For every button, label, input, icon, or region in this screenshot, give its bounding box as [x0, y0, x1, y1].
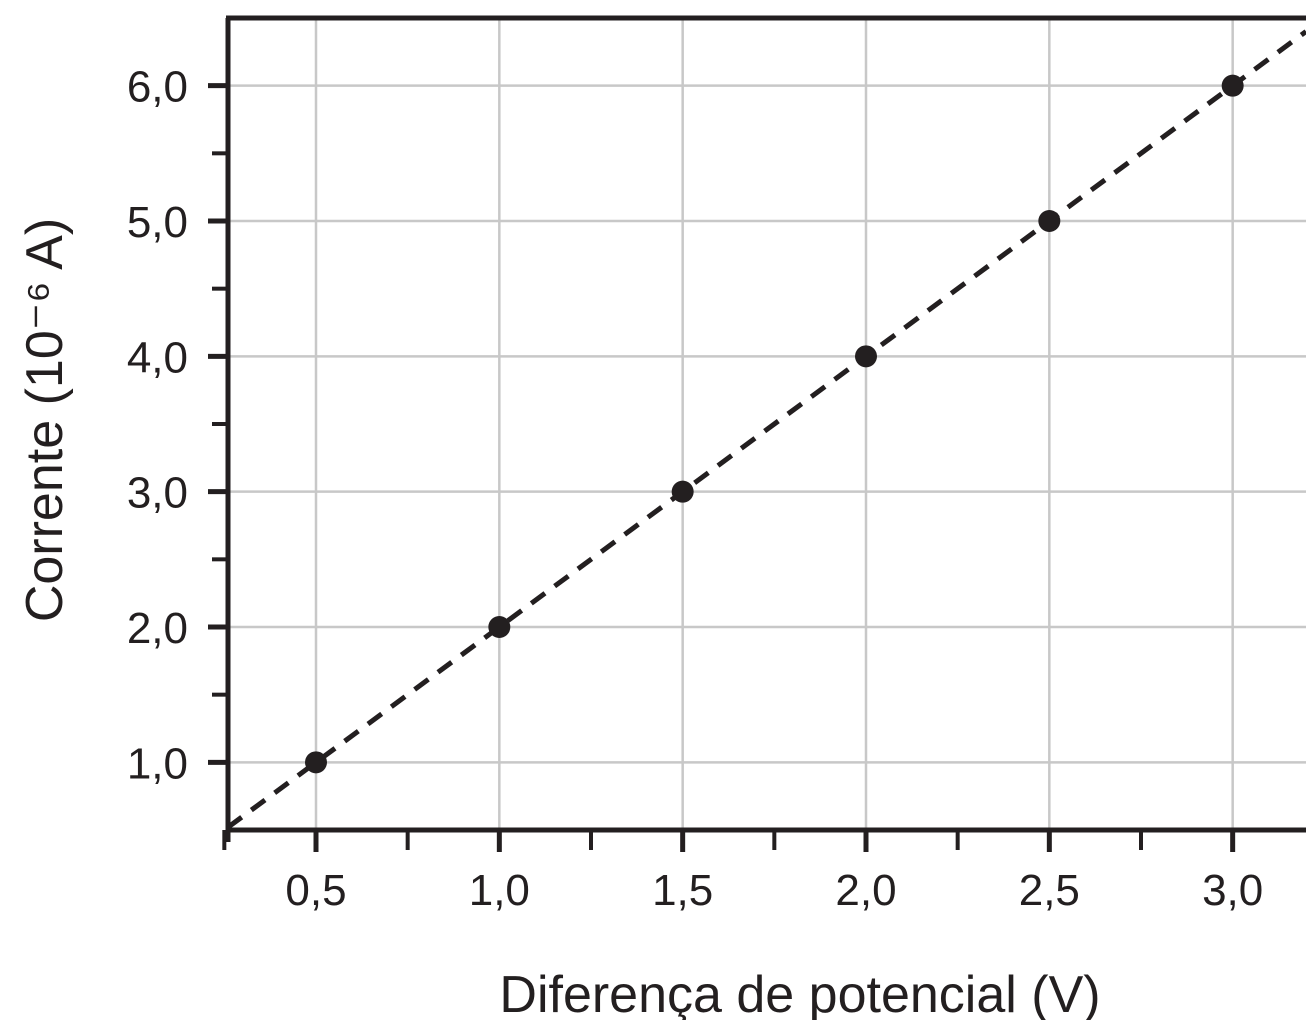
grid-lines — [228, 18, 1306, 830]
x-axis-title: Diferença de potencial (V) — [499, 966, 1100, 1020]
y-tick-label: 4,0 — [127, 333, 188, 382]
data-point — [1221, 74, 1244, 97]
axis-ticks — [208, 83, 1236, 852]
x-tick-label: 2,5 — [1019, 866, 1080, 915]
y-tick-label: 1,0 — [127, 739, 188, 788]
x-tick-label: 0,5 — [285, 866, 346, 915]
data-point — [671, 480, 694, 503]
data-point — [1038, 210, 1061, 232]
fit-line — [226, 29, 1306, 830]
x-tick-label: 1,0 — [469, 866, 530, 915]
data-point — [488, 616, 511, 638]
x-tick-label: 3,0 — [1202, 866, 1263, 915]
y-tick-label: 5,0 — [127, 198, 188, 247]
y-tick-label: 6,0 — [127, 63, 188, 112]
data-point — [855, 345, 877, 368]
tick-labels: 0,5 1,0 1,5 2,0 2,5 3,0 1,0 2,0 3,0 4,0 5,0 6,0 — [127, 63, 1263, 915]
data-point — [305, 751, 327, 774]
y-axis-title: Corrente (10⁻⁶ A) — [16, 218, 74, 622]
y-tick-label: 3,0 — [127, 469, 188, 518]
data-points — [305, 74, 1244, 774]
x-tick-label: 1,5 — [652, 866, 713, 915]
y-tick-label: 2,0 — [127, 604, 188, 653]
x-tick-label: 2,0 — [835, 866, 896, 915]
